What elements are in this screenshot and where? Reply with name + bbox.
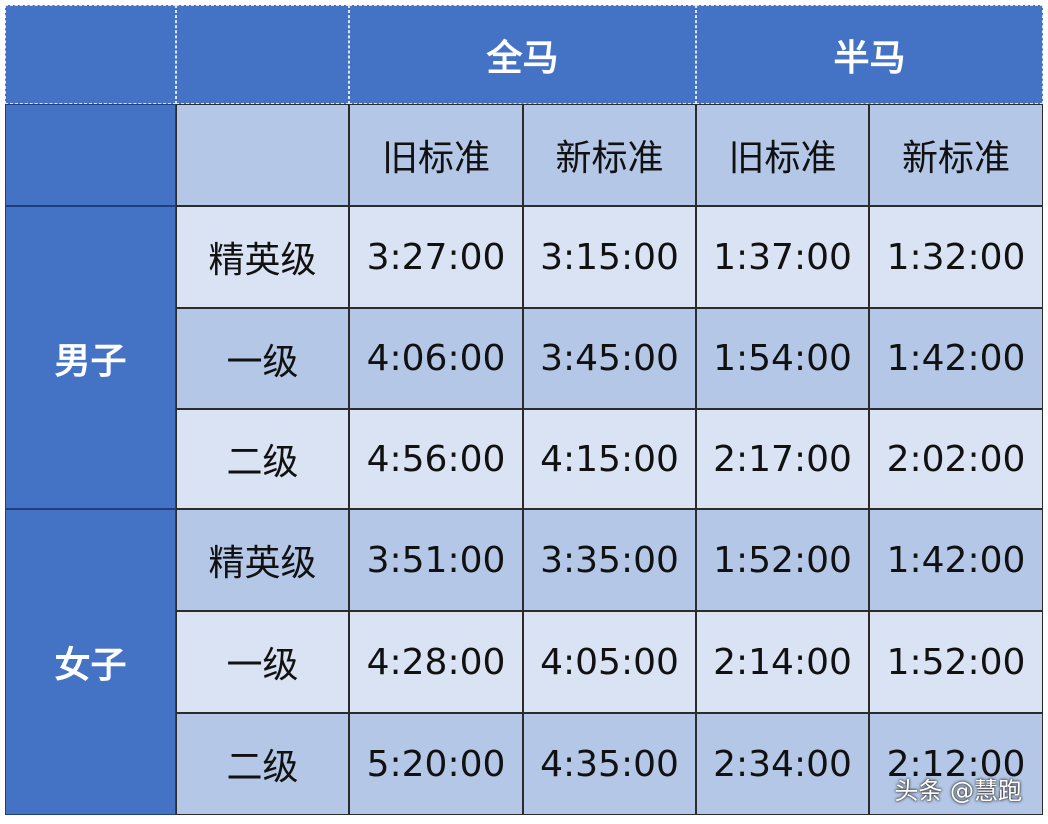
time-cell: 1:42:00 xyxy=(869,308,1043,409)
time-cell: 4:05:00 xyxy=(523,611,696,713)
time-cell: 4:06:00 xyxy=(349,308,523,409)
group-header: 全马 xyxy=(349,5,696,104)
level-cell: 精英级 xyxy=(176,206,349,308)
column-header: 新标准 xyxy=(523,104,696,206)
time-cell: 2:12:00 xyxy=(869,713,1043,815)
level-cell: 一级 xyxy=(176,611,349,713)
corner-cell xyxy=(176,5,349,104)
time-cell: 1:52:00 xyxy=(696,509,869,611)
time-cell: 2:14:00 xyxy=(696,611,869,713)
column-header: 旧标准 xyxy=(349,104,523,206)
time-cell: 1:52:00 xyxy=(869,611,1043,713)
time-cell: 2:17:00 xyxy=(696,409,869,509)
time-cell: 3:15:00 xyxy=(523,206,696,308)
time-cell: 4:56:00 xyxy=(349,409,523,509)
level-cell: 精英级 xyxy=(176,509,349,611)
level-cell: 一级 xyxy=(176,308,349,409)
watermark: 头条 @慧跑 xyxy=(894,777,1022,805)
time-cell: 4:35:00 xyxy=(523,713,696,815)
time-cell: 3:51:00 xyxy=(349,509,523,611)
corner-cell xyxy=(5,5,176,104)
time-cell: 1:37:00 xyxy=(696,206,869,308)
time-cell: 3:45:00 xyxy=(523,308,696,409)
time-cell: 1:54:00 xyxy=(696,308,869,409)
group-header: 半马 xyxy=(696,5,1043,104)
section-label: 女子 xyxy=(5,509,176,815)
time-cell: 1:32:00 xyxy=(869,206,1043,308)
time-cell: 5:20:00 xyxy=(349,713,523,815)
time-cell: 2:34:00 xyxy=(696,713,869,815)
level-cell: 二级 xyxy=(176,409,349,509)
time-cell: 4:28:00 xyxy=(349,611,523,713)
column-header: 旧标准 xyxy=(696,104,869,206)
section-label: 男子 xyxy=(5,206,176,509)
column-header: 新标准 xyxy=(869,104,1043,206)
blank-cell xyxy=(5,104,176,206)
time-cell: 4:15:00 xyxy=(523,409,696,509)
time-cell: 2:02:00 xyxy=(869,409,1043,509)
time-cell: 3:27:00 xyxy=(349,206,523,308)
time-cell: 1:42:00 xyxy=(869,509,1043,611)
level-cell: 二级 xyxy=(176,713,349,815)
blank-cell xyxy=(176,104,349,206)
time-cell: 3:35:00 xyxy=(523,509,696,611)
